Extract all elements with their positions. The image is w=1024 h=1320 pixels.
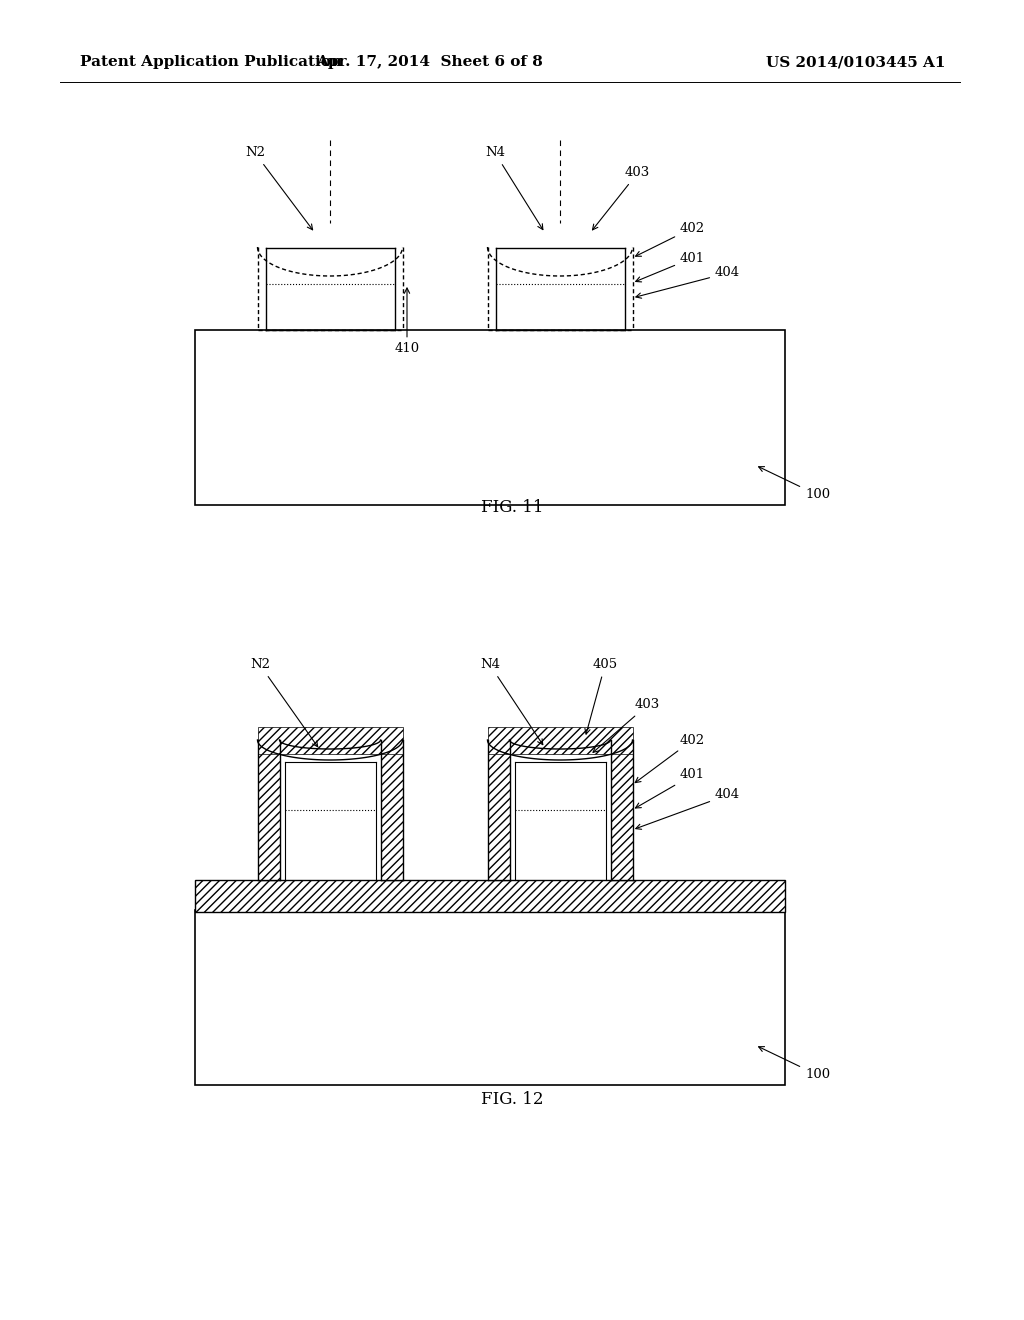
Bar (487, 741, 510, 880)
Text: FIG. 11: FIG. 11 (480, 499, 544, 516)
Text: N2: N2 (245, 147, 312, 230)
Bar (195, 909, 785, 1085)
Text: 410: 410 (394, 288, 420, 355)
Text: US 2014/0103445 A1: US 2014/0103445 A1 (766, 55, 945, 69)
Bar (487, 727, 633, 754)
Text: 401: 401 (636, 252, 706, 282)
Text: 100: 100 (759, 1047, 830, 1081)
Bar (195, 330, 785, 506)
Text: 403: 403 (593, 698, 660, 752)
Text: 100: 100 (759, 467, 830, 502)
Bar (257, 727, 402, 754)
Bar (381, 741, 402, 880)
Text: N2: N2 (250, 659, 317, 747)
Text: 405: 405 (585, 659, 617, 734)
Bar (257, 741, 280, 880)
Bar (195, 880, 785, 912)
Text: 402: 402 (636, 222, 706, 256)
Text: N4: N4 (485, 147, 543, 230)
Text: 401: 401 (636, 768, 706, 808)
Text: 403: 403 (593, 166, 650, 230)
Text: Apr. 17, 2014  Sheet 6 of 8: Apr. 17, 2014 Sheet 6 of 8 (316, 55, 544, 69)
Text: N4: N4 (480, 659, 543, 744)
Text: 404: 404 (636, 267, 740, 298)
Text: 402: 402 (635, 734, 706, 783)
Text: 404: 404 (636, 788, 740, 829)
Bar (610, 741, 633, 880)
Text: FIG. 12: FIG. 12 (480, 1092, 544, 1109)
Text: Patent Application Publication: Patent Application Publication (80, 55, 342, 69)
